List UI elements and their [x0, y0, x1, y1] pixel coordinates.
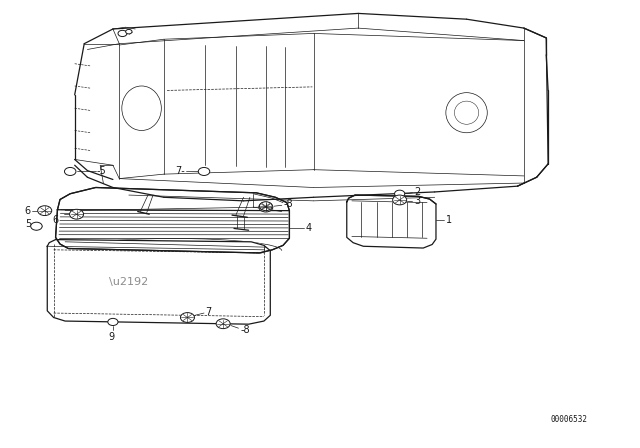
Polygon shape [347, 195, 436, 248]
Text: 9: 9 [108, 332, 114, 342]
Polygon shape [47, 240, 270, 324]
Circle shape [108, 319, 118, 326]
Circle shape [118, 30, 127, 37]
Text: 7: 7 [205, 307, 212, 317]
Text: 3: 3 [414, 196, 420, 206]
Polygon shape [56, 188, 289, 253]
Circle shape [216, 319, 230, 329]
Circle shape [394, 190, 404, 197]
Text: 2: 2 [414, 187, 420, 197]
Text: 7-: 7- [175, 167, 185, 177]
Text: 5: 5 [26, 219, 32, 229]
Circle shape [38, 206, 52, 215]
Circle shape [198, 168, 210, 176]
Circle shape [65, 168, 76, 176]
Circle shape [70, 209, 84, 219]
Circle shape [31, 222, 42, 230]
Text: -8: -8 [284, 199, 293, 209]
Text: 00006532: 00006532 [550, 414, 588, 423]
Circle shape [259, 202, 273, 212]
Circle shape [180, 313, 195, 323]
Circle shape [125, 30, 132, 34]
Circle shape [393, 195, 406, 205]
Text: 1: 1 [446, 215, 452, 225]
Text: 6: 6 [52, 215, 59, 224]
Text: 4: 4 [306, 224, 312, 233]
Text: \u2192: \u2192 [109, 277, 148, 287]
Text: 6: 6 [24, 206, 30, 215]
Text: -8: -8 [241, 325, 250, 335]
Circle shape [259, 202, 272, 211]
Text: -5: -5 [97, 167, 107, 177]
